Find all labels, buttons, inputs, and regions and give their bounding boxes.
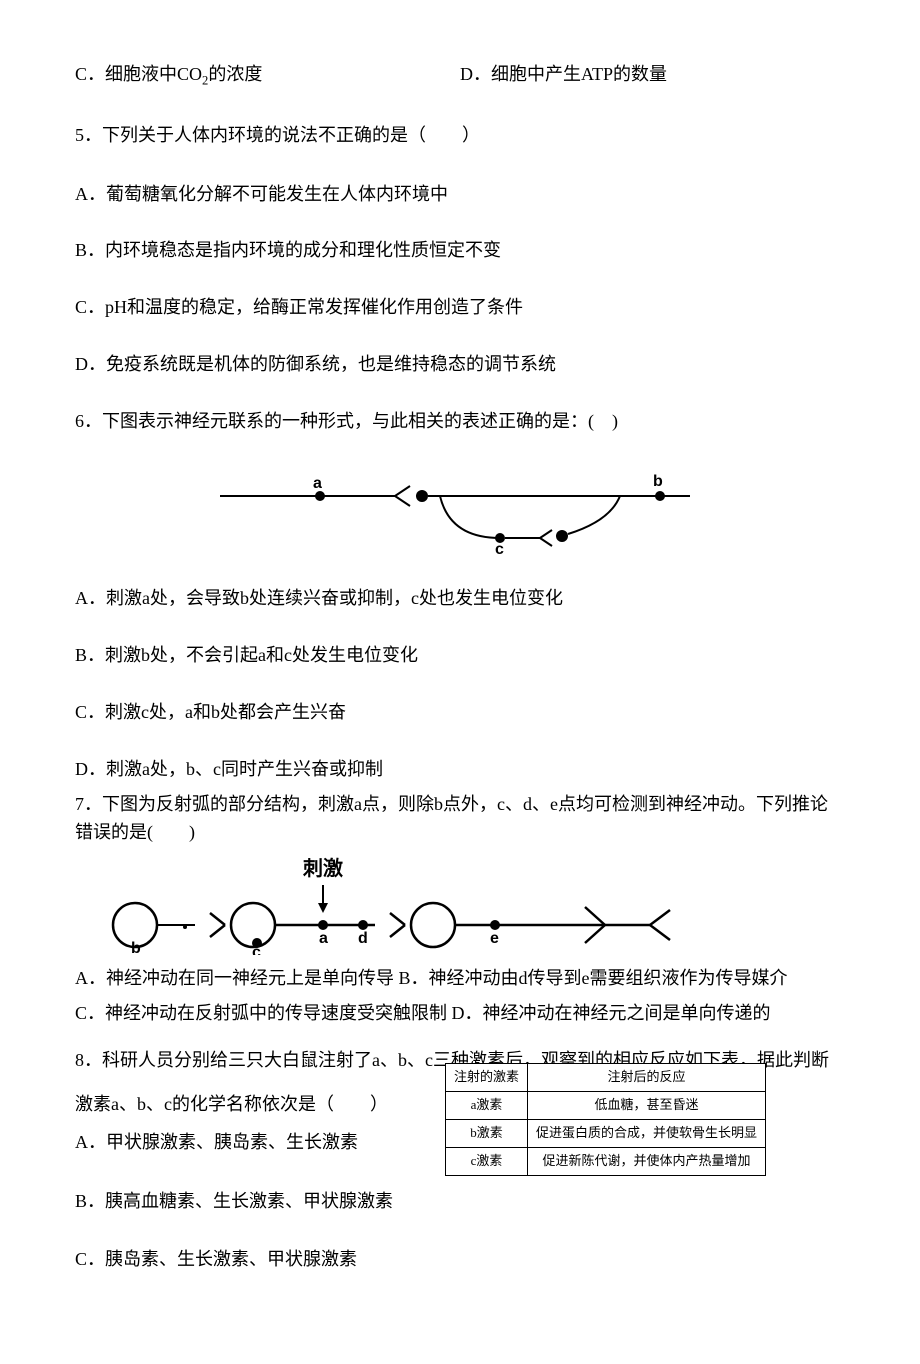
q6-option-d: D．刺激a处，b、c同时产生兴奋或抑制 [75,755,845,784]
table-cell: 促进新陈代谢，并使体内产热量增加 [528,1147,766,1175]
q7-diagram: 刺激 b c a d e [95,853,845,964]
q6-diagram: a b c [75,466,845,565]
q8-option-b: B．胰高血糖素、生长激素、甲状腺激素 [75,1187,845,1216]
table-cell: c激素 [446,1147,528,1175]
q5-stem: 5．下列关于人体内环境的说法不正确的是（ ） [75,121,845,150]
label-d: d [358,930,368,947]
q8-option-c: C．胰岛素、生长激素、甲状腺激素 [75,1245,845,1274]
table-cell: 低血糖，甚至昏迷 [528,1092,766,1120]
label-e: e [490,930,499,947]
q5-option-c: C．pH和温度的稳定，给酶正常发挥催化作用创造了条件 [75,293,845,322]
table-header: 注射的激素 [446,1064,528,1092]
q5-option-b: B．内环境稳态是指内环境的成分和理化性质恒定不变 [75,236,845,265]
opt-text: 细胞液中CO [105,64,202,84]
opt-text-suffix: 的浓度 [208,64,262,84]
q5-option-d: D．免疫系统既是机体的防御系统，也是维持稳态的调节系统 [75,350,845,379]
q7-option-ab: A．神经冲动在同一神经元上是单向传导 B．神经冲动由d传导到e需要组织液作为传导… [75,964,845,993]
q7-option-cd: C．神经冲动在反射弧中的传导速度受突触限制 D．神经冲动在神经元之间是单向传递的 [75,999,845,1028]
q4-option-row: C．细胞液中CO2的浓度 D．细胞中产生ATP的数量 [75,60,845,91]
q6-stem: 6．下图表示神经元联系的一种形式，与此相关的表述正确的是：( ) [75,407,845,436]
q4-option-c: C．细胞液中CO2的浓度 [75,60,460,91]
table-cell: a激素 [446,1092,528,1120]
q4-option-d: D．细胞中产生ATP的数量 [460,60,667,91]
opt-label: D． [460,64,491,84]
q7-stem: 7．下图为反射弧的部分结构，刺激a点，则除b点外，c、d、e点均可检测到神经冲动… [75,790,845,848]
label-b: b [653,473,663,490]
table-cell: 促进蛋白质的合成，并使软骨生长明显 [528,1120,766,1148]
label-a: a [313,475,322,492]
q6-option-b: B．刺激b处，不会引起a和c处发生电位变化 [75,641,845,670]
stimulate-label: 刺激 [303,853,845,885]
opt-label: C． [75,64,105,84]
q6-option-c: C．刺激c处，a和b处都会产生兴奋 [75,698,845,727]
label-a: a [319,930,328,947]
hormone-table: 注射的激素 注射后的反应 a激素 低血糖，甚至昏迷 b激素 促进蛋白质的合成，并… [445,1063,766,1175]
table-header: 注射后的反应 [528,1064,766,1092]
label-c: c [495,541,504,556]
table-cell: b激素 [446,1120,528,1148]
q5-option-a: A．葡萄糖氧化分解不可能发生在人体内环境中 [75,180,845,209]
opt-text: 细胞中产生ATP的数量 [491,64,667,84]
q6-option-a: A．刺激a处，会导致b处连续兴奋或抑制，c处也发生电位变化 [75,584,845,613]
label-c: c [252,944,261,955]
label-b: b [131,940,141,955]
